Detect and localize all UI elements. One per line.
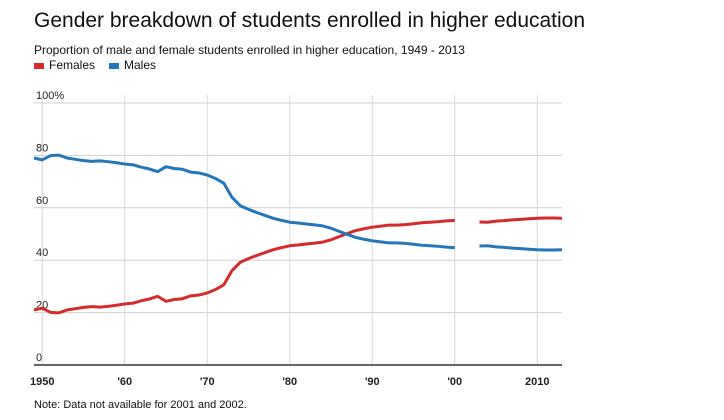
series-line-males-segment-2 <box>479 244 563 252</box>
x-tick-label: '00 <box>447 376 462 388</box>
x-tick-label: 1950 <box>30 376 54 388</box>
legend-swatch-males <box>109 62 120 69</box>
legend-label-females: Females <box>49 58 96 72</box>
series-line-females-segment-2 <box>479 216 563 224</box>
y-tick-label: 100% <box>36 90 64 102</box>
x-tick-label: 2010 <box>525 376 549 388</box>
legend-swatch-females <box>34 62 44 69</box>
x-tick-label: '60 <box>117 376 132 388</box>
legend-label-males: Males <box>124 58 157 72</box>
chart-note: Note: Data not available for 2001 and 20… <box>34 399 247 411</box>
x-tick-label: '70 <box>200 376 215 388</box>
legend: Females Males <box>34 58 156 73</box>
legend-item-females: Females <box>34 58 95 73</box>
series-line-males-segment-1 <box>33 153 455 250</box>
legend-item-males: Males <box>109 58 156 73</box>
chart-subtitle: Proportion of male and female students e… <box>34 43 465 57</box>
series-line-females-segment-1 <box>33 218 455 315</box>
chart-title: Gender breakdown of students enrolled in… <box>34 9 586 32</box>
y-tick-label: 0 <box>36 352 42 364</box>
x-tick-label: '90 <box>365 376 380 388</box>
x-tick-label: '80 <box>282 376 297 388</box>
